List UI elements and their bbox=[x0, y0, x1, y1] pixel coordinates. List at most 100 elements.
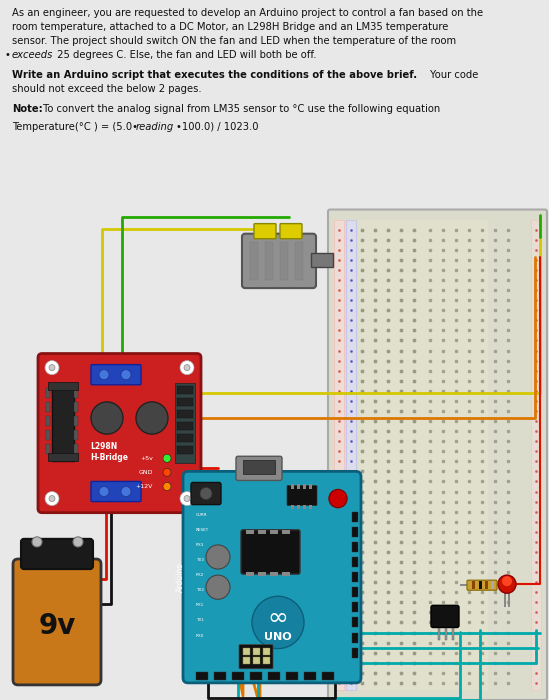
FancyBboxPatch shape bbox=[242, 234, 316, 288]
Bar bbox=[46, 388, 50, 398]
Bar bbox=[491, 581, 494, 589]
Bar bbox=[177, 410, 193, 418]
FancyBboxPatch shape bbox=[191, 482, 221, 505]
Bar bbox=[496, 584, 504, 586]
Bar bbox=[352, 617, 358, 627]
Bar bbox=[74, 416, 78, 426]
Bar bbox=[253, 657, 260, 664]
Text: exceeds: exceeds bbox=[12, 50, 53, 60]
Bar bbox=[297, 505, 300, 509]
FancyBboxPatch shape bbox=[91, 365, 141, 385]
Bar bbox=[243, 648, 250, 654]
Bar bbox=[297, 484, 300, 489]
Bar bbox=[177, 434, 193, 442]
FancyBboxPatch shape bbox=[254, 223, 276, 239]
Bar bbox=[352, 512, 358, 522]
Bar bbox=[175, 383, 195, 463]
Bar bbox=[258, 572, 266, 576]
Bar bbox=[177, 422, 193, 430]
Bar bbox=[322, 672, 334, 680]
Bar bbox=[250, 672, 262, 680]
Bar bbox=[303, 484, 306, 489]
Bar bbox=[46, 416, 50, 426]
Bar bbox=[263, 648, 270, 654]
Text: UNO: UNO bbox=[264, 631, 292, 641]
Bar bbox=[303, 505, 306, 509]
Text: •: • bbox=[4, 50, 10, 60]
Circle shape bbox=[32, 537, 42, 547]
Circle shape bbox=[163, 454, 171, 462]
Text: RX0: RX0 bbox=[196, 634, 204, 638]
Circle shape bbox=[329, 489, 347, 508]
Bar bbox=[352, 542, 358, 552]
Bar bbox=[46, 402, 50, 412]
Text: +12V: +12V bbox=[136, 484, 153, 489]
Bar bbox=[196, 672, 208, 680]
Bar bbox=[352, 633, 358, 643]
Circle shape bbox=[180, 491, 194, 505]
Circle shape bbox=[91, 402, 123, 434]
Circle shape bbox=[180, 360, 194, 374]
Circle shape bbox=[163, 482, 171, 491]
Bar bbox=[358, 220, 488, 690]
Text: L298N: L298N bbox=[90, 442, 117, 451]
Bar bbox=[48, 454, 78, 461]
Text: should not exceed the below 2 pages.: should not exceed the below 2 pages. bbox=[12, 84, 201, 94]
Circle shape bbox=[206, 575, 230, 599]
Circle shape bbox=[49, 496, 55, 502]
Text: GND: GND bbox=[138, 470, 153, 475]
Circle shape bbox=[45, 491, 59, 505]
Circle shape bbox=[498, 575, 516, 593]
Bar bbox=[479, 581, 482, 589]
Circle shape bbox=[136, 402, 168, 434]
Bar bbox=[52, 386, 74, 461]
Text: ∞: ∞ bbox=[267, 606, 288, 631]
Bar bbox=[177, 398, 193, 406]
Bar bbox=[46, 444, 50, 454]
Text: +5v: +5v bbox=[140, 456, 153, 461]
Bar bbox=[270, 572, 278, 576]
Bar bbox=[263, 657, 270, 664]
Bar bbox=[46, 430, 50, 440]
FancyBboxPatch shape bbox=[91, 482, 141, 502]
FancyBboxPatch shape bbox=[21, 539, 93, 569]
Circle shape bbox=[45, 360, 59, 374]
Text: TX3: TX3 bbox=[196, 558, 204, 562]
Bar bbox=[291, 484, 294, 489]
Bar bbox=[352, 602, 358, 612]
Bar bbox=[352, 648, 358, 658]
Text: RX1: RX1 bbox=[196, 603, 204, 608]
Bar bbox=[265, 241, 273, 280]
Bar bbox=[346, 220, 356, 690]
Circle shape bbox=[200, 487, 212, 500]
Bar bbox=[250, 241, 258, 280]
Bar bbox=[214, 672, 226, 680]
FancyBboxPatch shape bbox=[280, 223, 302, 239]
Bar bbox=[352, 557, 358, 567]
FancyBboxPatch shape bbox=[236, 456, 282, 480]
Circle shape bbox=[73, 537, 83, 547]
Text: To convert the analog signal from LM35 sensor to °C use the following equation: To convert the analog signal from LM35 s… bbox=[40, 104, 440, 113]
Bar bbox=[74, 402, 78, 412]
Circle shape bbox=[99, 486, 109, 496]
Text: Temperature(°C ) = (5.0•: Temperature(°C ) = (5.0• bbox=[12, 122, 138, 132]
Bar bbox=[352, 587, 358, 597]
Circle shape bbox=[49, 365, 55, 371]
Text: Your code: Your code bbox=[427, 70, 478, 80]
Circle shape bbox=[502, 576, 512, 586]
Bar bbox=[74, 430, 78, 440]
Bar bbox=[246, 572, 254, 576]
Text: Write an Arduino script that executes the conditions of the above brief.: Write an Arduino script that executes th… bbox=[12, 70, 417, 80]
FancyBboxPatch shape bbox=[431, 606, 459, 627]
Circle shape bbox=[163, 468, 171, 477]
Bar bbox=[243, 461, 275, 475]
Circle shape bbox=[99, 370, 109, 379]
Bar bbox=[295, 241, 303, 280]
Bar bbox=[232, 672, 244, 680]
Circle shape bbox=[184, 365, 190, 371]
Bar bbox=[311, 253, 333, 267]
Bar bbox=[309, 505, 312, 509]
Bar bbox=[74, 388, 78, 398]
Text: RESET: RESET bbox=[196, 528, 209, 532]
FancyBboxPatch shape bbox=[38, 354, 201, 512]
